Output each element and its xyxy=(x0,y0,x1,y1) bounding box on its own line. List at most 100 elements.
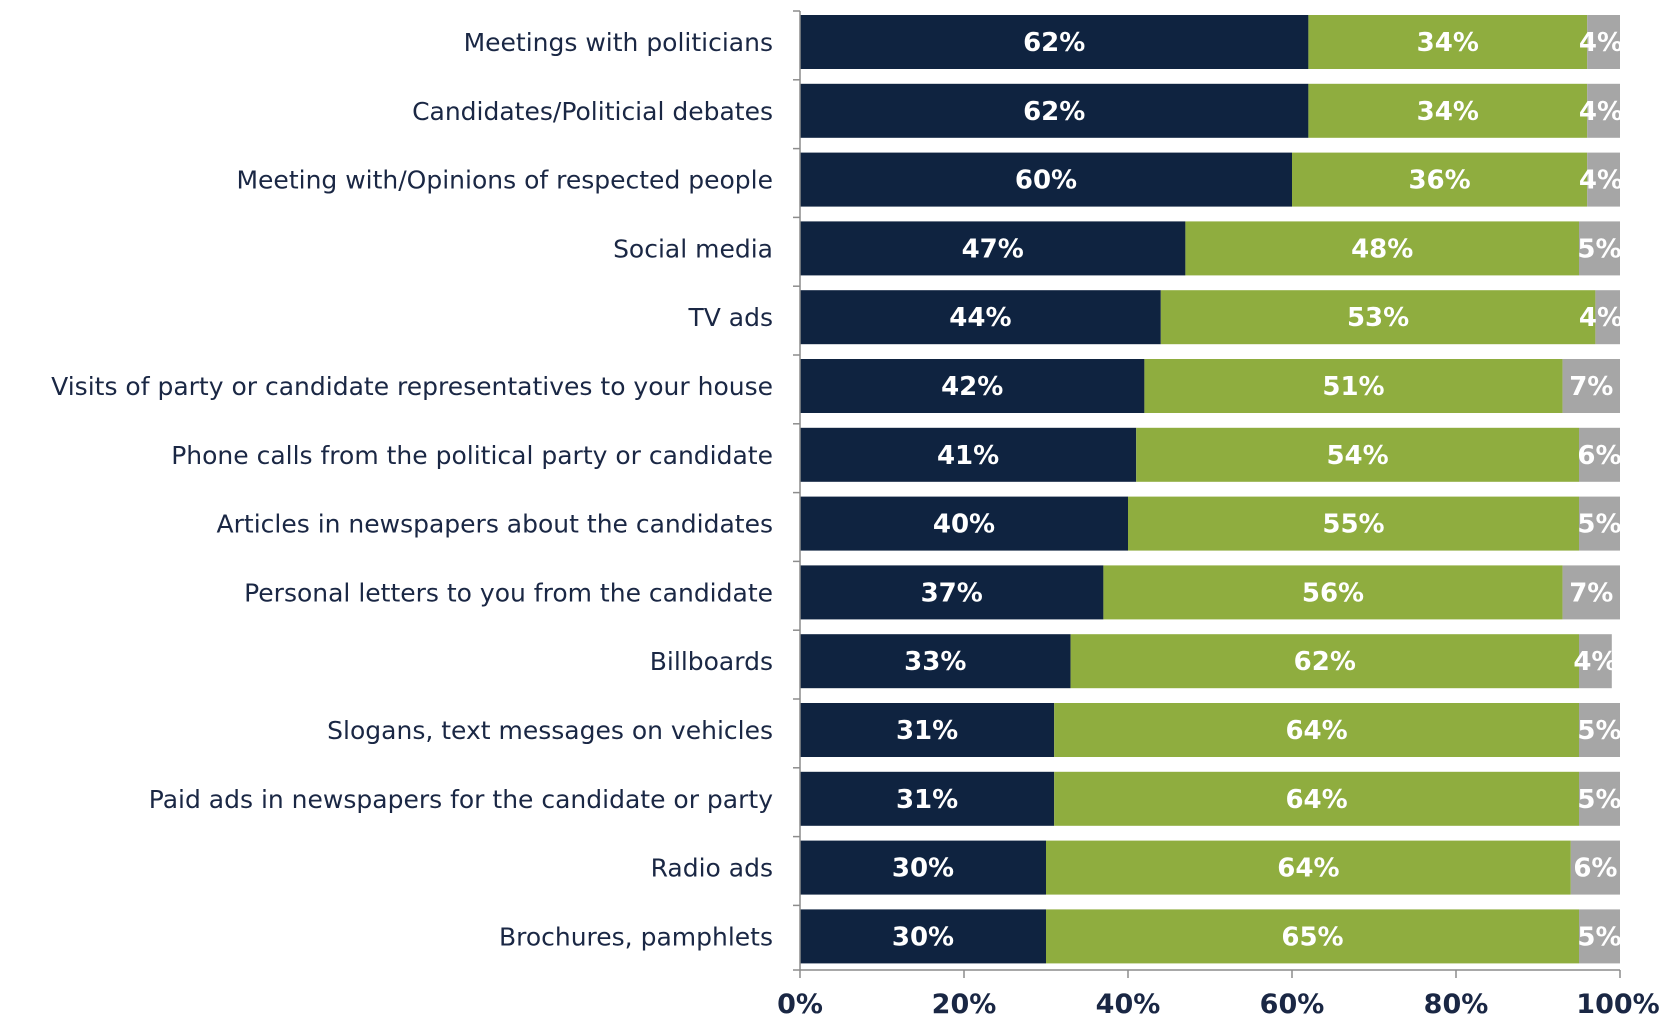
bar-segment-3 xyxy=(1579,771,1620,826)
bar-value-label: 31% xyxy=(896,716,958,746)
bar-segment-2 xyxy=(1054,703,1579,757)
bar-value-label: 62% xyxy=(1023,28,1085,58)
bar-value-label: 5% xyxy=(1577,785,1621,815)
category-label: Personal letters to you from the candida… xyxy=(244,578,773,607)
bar-value-label: 5% xyxy=(1577,922,1621,952)
bar-value-label: 62% xyxy=(1023,97,1085,127)
bar-value-label: 56% xyxy=(1302,578,1364,608)
bar-value-label: 33% xyxy=(904,647,966,677)
bar-value-label: 54% xyxy=(1326,441,1388,471)
bar-value-label: 37% xyxy=(921,578,983,608)
bar-segment-2 xyxy=(1308,15,1588,69)
category-label: Meetings with politicians xyxy=(464,28,773,57)
bar-value-label: 42% xyxy=(941,372,1003,402)
bar-segment-3 xyxy=(1587,15,1620,69)
bar-value-label: 6% xyxy=(1577,441,1621,471)
category-label: Articles in newspapers about the candida… xyxy=(217,510,773,539)
bar-segment-2 xyxy=(1185,221,1579,276)
bar-segment-3 xyxy=(1579,221,1620,276)
bar-value-label: 51% xyxy=(1322,372,1384,402)
bar-value-label: 64% xyxy=(1285,785,1347,815)
category-label: Brochures, pamphlets xyxy=(499,922,773,951)
bar-segment-2 xyxy=(1308,83,1588,138)
bar-segment-2 xyxy=(1103,565,1563,620)
category-label: Meeting with/Opinions of respected peopl… xyxy=(236,166,773,195)
category-label: Paid ads in newspapers for the candidate… xyxy=(149,785,773,814)
bar-value-label: 4% xyxy=(1579,303,1623,333)
bar-segment-2 xyxy=(1160,290,1596,345)
bar-segment-3 xyxy=(1579,427,1620,482)
bar-value-label: 5% xyxy=(1577,716,1621,746)
bar-segment-2 xyxy=(1054,771,1579,826)
bar-value-label: 53% xyxy=(1347,303,1409,333)
axis-layer: 0% 20% 40% 60% 80% 100% xyxy=(777,10,1659,1020)
bars-layer xyxy=(800,15,1620,964)
bar-value-label: 64% xyxy=(1285,716,1347,746)
bar-segment-3 xyxy=(1579,634,1612,689)
x-tick-label: 40% xyxy=(1096,989,1161,1020)
bar-segment-3 xyxy=(1595,290,1620,345)
bar-segment-3 xyxy=(1562,565,1620,620)
bar-segment-2 xyxy=(1046,840,1571,895)
bar-segment-1 xyxy=(800,496,1128,551)
bar-segment-2 xyxy=(1144,359,1563,413)
bar-value-label: 7% xyxy=(1569,372,1613,402)
bar-value-label: 30% xyxy=(892,854,954,884)
bar-segment-3 xyxy=(1570,840,1620,895)
bar-value-label: 34% xyxy=(1417,97,1479,127)
x-tick-label: 60% xyxy=(1260,989,1325,1020)
bar-value-label: 62% xyxy=(1294,647,1356,677)
bar-segment-2 xyxy=(1070,634,1579,689)
category-label: Radio ads xyxy=(651,854,773,883)
bar-segment-2 xyxy=(1046,909,1579,964)
bar-segment-1 xyxy=(800,15,1309,69)
bar-segment-2 xyxy=(1292,152,1588,207)
category-label: TV ads xyxy=(687,303,773,332)
bar-value-label: 34% xyxy=(1417,28,1479,58)
bar-value-label: 60% xyxy=(1015,166,1077,196)
bar-segment-1 xyxy=(800,909,1046,964)
bar-segment-3 xyxy=(1587,83,1620,138)
bar-segment-3 xyxy=(1579,909,1620,964)
bar-value-label: 65% xyxy=(1281,922,1343,952)
bar-value-label: 5% xyxy=(1577,510,1621,540)
category-label: Social media xyxy=(613,234,773,263)
bar-value-label: 7% xyxy=(1569,578,1613,608)
bar-segment-1 xyxy=(800,771,1055,826)
bar-segment-1 xyxy=(800,840,1046,895)
bar-segment-3 xyxy=(1579,703,1620,757)
category-labels-layer: Meetings with politicians Candidates/Poli… xyxy=(51,28,773,951)
x-tick-label: 80% xyxy=(1424,989,1489,1020)
bar-segment-1 xyxy=(800,427,1137,482)
category-label: Candidates/Politicial debates xyxy=(412,97,773,126)
bar-value-label: 40% xyxy=(933,510,995,540)
bar-value-label: 64% xyxy=(1277,854,1339,884)
bar-value-label: 31% xyxy=(896,785,958,815)
bar-value-label: 41% xyxy=(937,441,999,471)
category-label: Visits of party or candidate representat… xyxy=(51,372,773,401)
bar-segment-1 xyxy=(800,83,1309,138)
bar-value-label: 6% xyxy=(1573,854,1617,884)
bar-value-label: 4% xyxy=(1579,28,1623,58)
bar-value-label: 47% xyxy=(962,234,1024,264)
bar-value-label: 5% xyxy=(1577,234,1621,264)
x-tick-label: 0% xyxy=(777,989,823,1020)
category-label: Slogans, text messages on vehicles xyxy=(327,716,773,745)
bar-segment-1 xyxy=(800,221,1186,276)
bar-value-label: 36% xyxy=(1408,166,1470,196)
bar-value-label: 48% xyxy=(1351,234,1413,264)
bar-value-label: 4% xyxy=(1579,166,1623,196)
category-label: Billboards xyxy=(650,647,773,676)
bar-segment-2 xyxy=(1136,427,1579,482)
bar-segment-1 xyxy=(800,290,1161,345)
category-label: Phone calls from the political party or … xyxy=(171,441,773,470)
bar-segment-2 xyxy=(1128,496,1579,551)
bar-value-label: 44% xyxy=(949,303,1011,333)
x-tick-label: 20% xyxy=(932,989,997,1020)
bar-value-label: 55% xyxy=(1322,510,1384,540)
bar-segment-1 xyxy=(800,634,1071,689)
bar-segment-3 xyxy=(1562,359,1620,413)
bar-labels-layer: 62% 34% 4% 62% 34% 4% 60% 36% 4% 47% 48% 5% 44% 53% 4%… xyxy=(892,28,1623,952)
bar-segment-1 xyxy=(800,152,1292,207)
